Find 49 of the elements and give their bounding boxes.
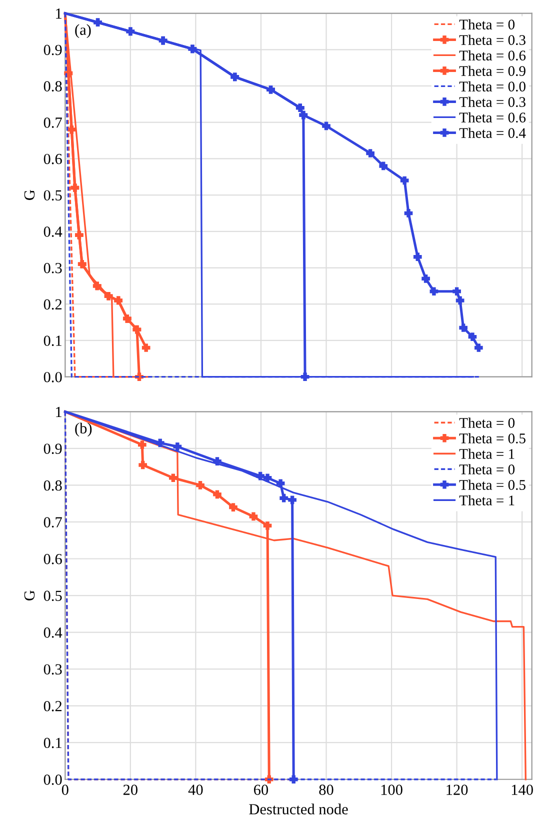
legend-label: Theta = 0.3 xyxy=(459,34,526,46)
legend-label: Theta = 0.6 xyxy=(459,112,526,123)
y-tick-label: 0.9 xyxy=(44,44,62,56)
legend-label: Theta = 0 xyxy=(459,19,515,30)
y-tick-label: 0.1 xyxy=(44,738,62,748)
annotation: (a) xyxy=(75,24,91,38)
y-tick-label: 0.5 xyxy=(44,590,62,602)
y-tick-label: 0.8 xyxy=(44,81,62,92)
x-tick-label: 120 xyxy=(446,784,468,795)
legend-label: Theta = 0 xyxy=(459,418,515,428)
x-axis-title: Destructed node xyxy=(249,804,348,814)
y-tick-label: 0.9 xyxy=(44,444,62,454)
x-tick-label: 80 xyxy=(319,784,334,795)
legend-label: Theta = 0.5 xyxy=(459,480,526,490)
y-tick-label: 0.3 xyxy=(44,262,62,274)
y-tick-label: 0.3 xyxy=(44,664,62,675)
y-tick-label: 0.4 xyxy=(44,627,62,638)
y-tick-label: 0.2 xyxy=(44,700,62,712)
y-tick-label: 1 xyxy=(56,8,62,19)
y-tick-label: 0.2 xyxy=(44,299,62,310)
x-tick-label: 100 xyxy=(381,784,402,795)
y-tick-label: 0.0 xyxy=(44,372,62,382)
legend-label: Theta = 0.3 xyxy=(459,96,526,108)
x-tick-label: 60 xyxy=(254,784,268,795)
x-tick-label: 140 xyxy=(512,784,533,795)
legend-label: Theta = 1 xyxy=(459,495,514,506)
legend-label: Theta = 0.5 xyxy=(459,433,526,444)
x-tick-label: 0 xyxy=(62,784,68,795)
legend-label: Theta = 1 xyxy=(459,448,514,459)
y-tick-label: 0.6 xyxy=(44,154,62,164)
legend-label: Theta = 0.6 xyxy=(459,50,526,61)
y-tick-label: 0.5 xyxy=(44,190,62,201)
y-tick-label: 0.0 xyxy=(44,774,62,785)
legend-label: Theta = 0.4 xyxy=(459,128,526,138)
y-tick-label: 0.4 xyxy=(44,226,62,237)
annotation: (b) xyxy=(75,422,92,437)
y-tick-label: 0.6 xyxy=(44,554,62,564)
y-tick-label: 0.7 xyxy=(44,517,62,528)
legend-label: Theta = 0.9 xyxy=(459,66,526,76)
legend-label: Theta = 0 xyxy=(459,464,515,474)
y-tick-label: 0.7 xyxy=(44,117,62,128)
y-axis-title: G xyxy=(24,190,35,200)
y-tick-label: 0.8 xyxy=(44,480,62,491)
y-axis-title: G xyxy=(24,590,35,600)
y-tick-label: 1 xyxy=(56,406,62,417)
x-tick-label: 40 xyxy=(188,784,203,795)
x-tick-label: 20 xyxy=(123,784,138,795)
legend-label: Theta = 0.0 xyxy=(459,81,526,92)
y-tick-label: 0.1 xyxy=(44,336,62,346)
